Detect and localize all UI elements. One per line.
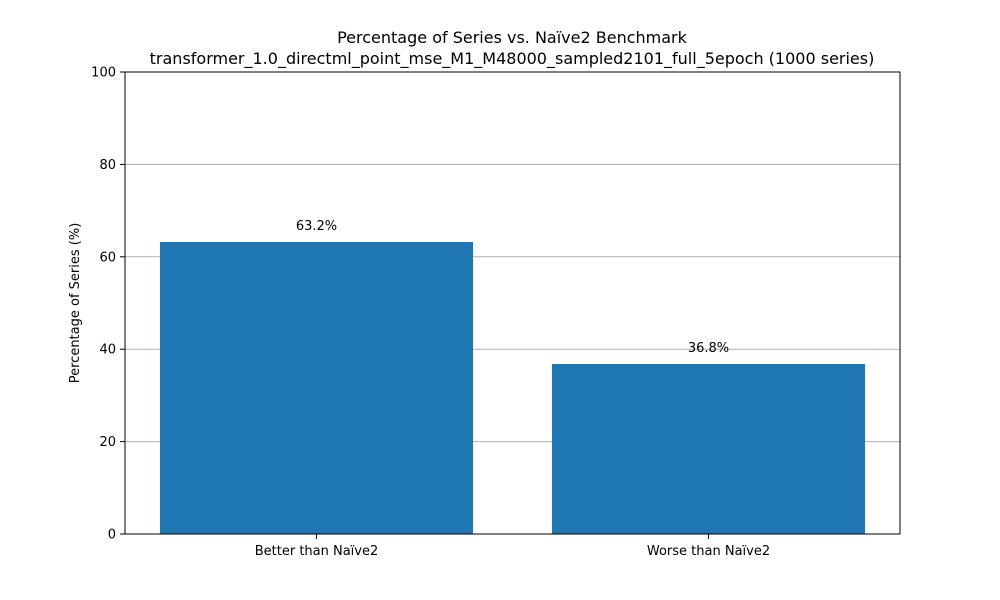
x-tick-label-2: Worse than Naïve2 (647, 544, 770, 559)
bars (160, 242, 865, 535)
x-tick-label-1: Better than Naïve2 (255, 544, 379, 559)
y-tick-label-0: 0 (108, 528, 116, 543)
y-tick-label-60: 60 (99, 250, 116, 265)
plot-frame (124, 71, 901, 535)
bar-1 (160, 242, 473, 535)
y-axis-ticks: 0 20 40 60 80 100 (91, 66, 125, 543)
bar-value-label-2: 36.8% (688, 341, 729, 356)
y-tick-label-80: 80 (99, 158, 116, 173)
y-tick-label-40: 40 (99, 343, 116, 358)
y-tick-label-100: 100 (91, 66, 116, 81)
y-axis-label: Percentage of Series (%) (68, 223, 83, 384)
chart-title: Percentage of Series vs. Naïve2 Benchmar… (337, 28, 688, 47)
y-tick-label-20: 20 (99, 435, 116, 450)
data-labels: 63.2% 36.8% (296, 219, 729, 356)
chart-subtitle: transformer_1.0_directml_point_mse_M1_M4… (150, 49, 875, 69)
bar-value-label-1: 63.2% (296, 219, 337, 234)
x-axis-ticks: Better than Naïve2 Worse than Naïve2 (255, 534, 770, 559)
bar-2 (552, 363, 865, 534)
